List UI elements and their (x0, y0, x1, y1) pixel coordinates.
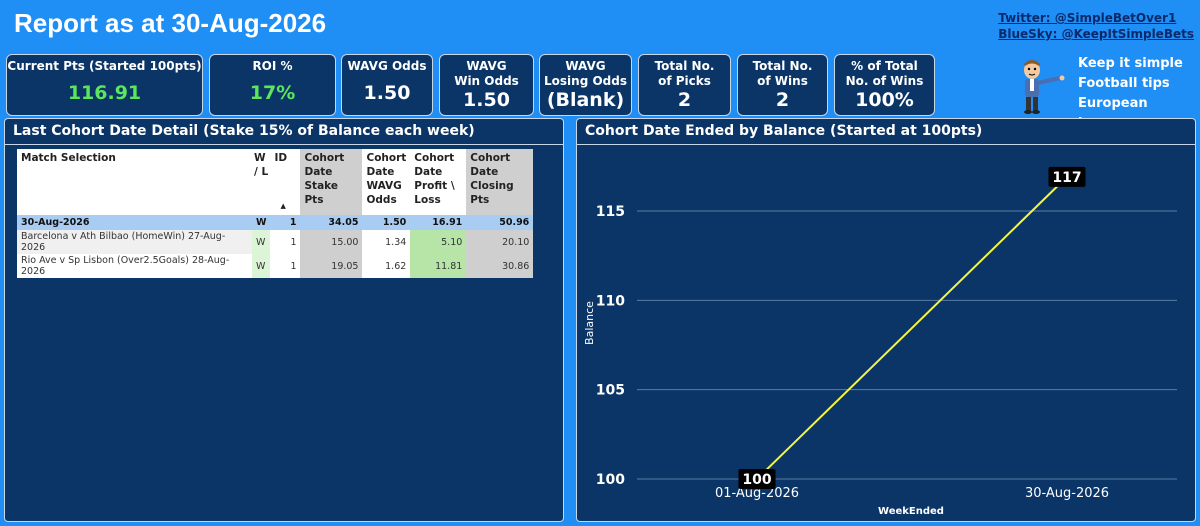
social-links: Twitter: @SimpleBetOver1 BlueSky: @KeepI… (998, 10, 1194, 42)
card-label: WAVG Win Odds (454, 59, 519, 88)
cell: 5.10 (410, 230, 467, 254)
cohort-detail-table: Match Selection W / L ID ▲ Cohort Date S… (17, 149, 534, 278)
table-row[interactable]: Rio Ave v Sp Lisbon (Over2.5Goals) 28-Au… (17, 254, 534, 278)
col-header-wl[interactable]: W / L (252, 149, 271, 215)
cell: 34.05 (300, 215, 363, 230)
cell: 16.91 (410, 215, 467, 230)
table-row[interactable]: Barcelona v Ath Bilbao (HomeWin) 27-Aug-… (17, 230, 534, 254)
cartoon-man-pointing-icon (1024, 60, 1065, 114)
cell: 20.10 (466, 230, 534, 254)
cell: 11.81 (410, 254, 467, 278)
card-value: 17% (249, 82, 296, 104)
card-label: % of Total No. of Wins (845, 59, 924, 88)
card-roi: ROI % 17% (209, 54, 336, 116)
y-tick-label: 105 (596, 383, 625, 399)
card-total-wins: Total No. of Wins 2 (737, 54, 828, 116)
y-tick-label: 110 (596, 293, 625, 309)
card-wavg-losing-odds: WAVG Losing Odds (Blank) (539, 54, 632, 116)
cell: 19.05 (300, 254, 363, 278)
card-label: Current Pts (Started 100pts) (7, 59, 202, 73)
cell: W (252, 230, 271, 254)
tagline-line: Football tips (1078, 76, 1170, 91)
x-axis-label: WeekEnded (878, 506, 944, 517)
cell: 1 (270, 230, 301, 254)
cell: 50.96 (466, 215, 534, 230)
card-total-picks: Total No. of Picks 2 (638, 54, 731, 116)
col-header-stake[interactable]: Cohort Date Stake Pts (300, 149, 363, 215)
col-header-match[interactable]: Match Selection (17, 149, 252, 215)
cell: 1 (270, 215, 301, 230)
cell: W (252, 254, 271, 278)
y-tick-label: 115 (596, 204, 625, 220)
series-line (756, 176, 1068, 480)
card-current-pts: Current Pts (Started 100pts) 116.91 (6, 54, 203, 116)
cell: 1.34 (362, 230, 411, 254)
cell: 1.62 (362, 254, 411, 278)
card-value: (Blank) (546, 89, 625, 111)
card-value: 116.91 (67, 82, 142, 104)
col-header-id[interactable]: ID ▲ (270, 149, 301, 215)
card-label: Total No. of Wins (752, 59, 813, 88)
card-value: 2 (775, 89, 790, 111)
balance-chart-panel: Cohort Date Ended by Balance (Started at… (576, 118, 1196, 522)
x-tick-label: 30-Aug-2026 (1025, 486, 1109, 501)
col-header-id-label: ID (274, 152, 288, 164)
card-label: WAVG Losing Odds (544, 59, 627, 88)
cell: 30-Aug-2026 (17, 215, 252, 230)
panel-title: Cohort Date Ended by Balance (Started at… (577, 119, 1195, 145)
data-label-box (1048, 166, 1086, 187)
balance-line-chart: 100 105 110 115 Balance 01-Aug-2026 30-Aug-202… (583, 166, 1177, 517)
card-pct-wins: % of Total No. of Wins 100% (834, 54, 935, 116)
panel-title: Last Cohort Date Detail (Stake 15% of Ba… (5, 119, 563, 145)
cohort-detail-panel: Last Cohort Date Detail (Stake 15% of Ba… (4, 118, 564, 522)
y-tick-label: 100 (596, 472, 625, 488)
col-header-wavg-odds[interactable]: Cohort Date WAVG Odds (362, 149, 411, 215)
cell: Rio Ave v Sp Lisbon (Over2.5Goals) 28-Au… (17, 254, 252, 278)
col-header-closing-pts[interactable]: Cohort Date Closing Pts (466, 149, 534, 215)
cell: 15.00 (300, 230, 363, 254)
cell: 1 (270, 254, 301, 278)
tagline-line: Keep it simple (1078, 56, 1183, 71)
card-value: 1.50 (463, 89, 510, 111)
twitter-link[interactable]: Twitter: @SimpleBetOver1 (998, 11, 1177, 25)
page-title: Report as at 30-Aug-2026 (14, 8, 327, 38)
card-value: 1.50 (363, 82, 411, 104)
data-label-box (738, 469, 776, 489)
data-label: 117 (1052, 170, 1081, 186)
card-label: Total No. of Picks (654, 59, 715, 88)
card-wavg-win-odds: WAVG Win Odds 1.50 (439, 54, 534, 116)
card-value: 2 (677, 89, 692, 111)
sort-ascending-icon: ▲ (280, 202, 286, 210)
cell: 1.50 (362, 215, 411, 230)
data-label: 100 (742, 472, 771, 488)
card-value: 100% (855, 89, 914, 111)
cell: Barcelona v Ath Bilbao (HomeWin) 27-Aug-… (17, 230, 252, 254)
col-header-profit-loss[interactable]: Cohort Date Profit \ Loss (410, 149, 467, 215)
table-total-row[interactable]: 30-Aug-2026 W 1 34.05 1.50 16.91 50.96 (17, 215, 534, 230)
card-label: ROI % (252, 59, 293, 73)
card-wavg-odds: WAVG Odds 1.50 (341, 54, 433, 116)
x-tick-label: 01-Aug-2026 (715, 486, 799, 501)
card-label: WAVG Odds (347, 59, 427, 73)
bluesky-link[interactable]: BlueSky: @KeepItSimpleBets (998, 27, 1194, 41)
cell: 30.86 (466, 254, 534, 278)
y-axis-label: Balance (583, 301, 596, 345)
cell: W (252, 215, 271, 230)
